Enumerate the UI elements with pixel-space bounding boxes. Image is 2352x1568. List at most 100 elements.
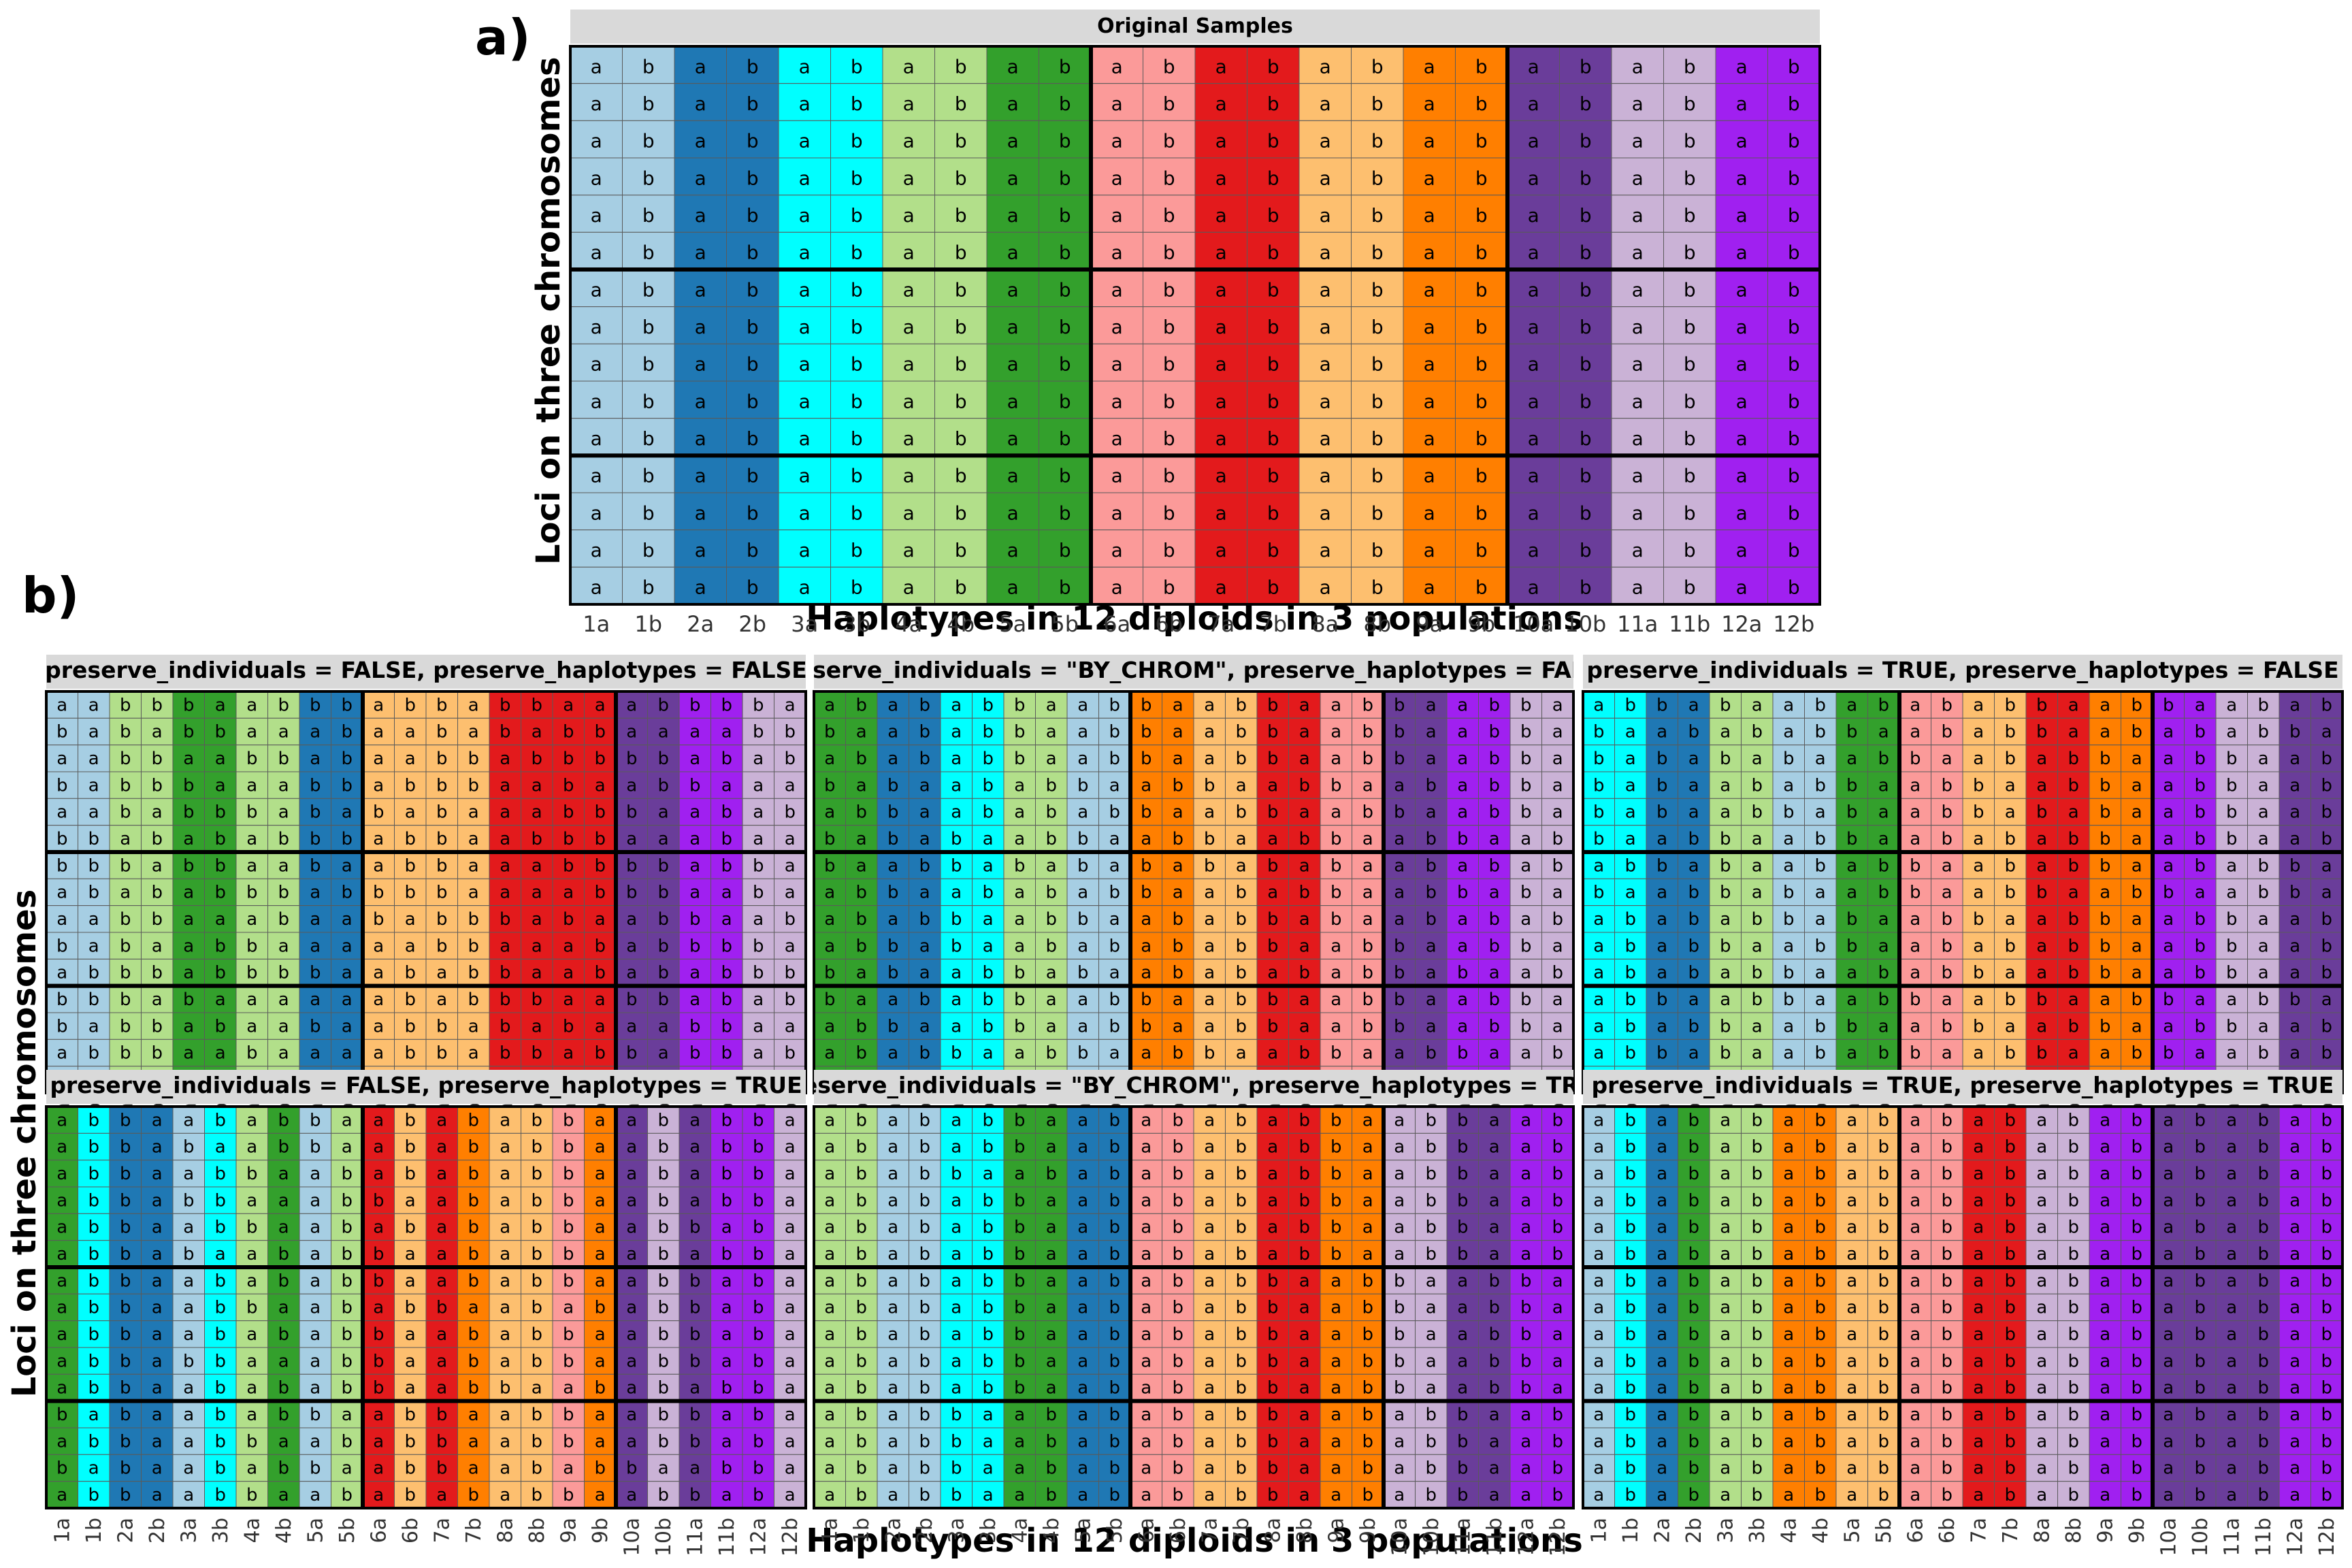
cell-allele-label: b — [1362, 1351, 1373, 1371]
cell-allele-label: a — [1520, 963, 1531, 983]
cell-allele-label: b — [657, 1298, 669, 1318]
cell-allele-label: a — [1077, 1110, 1088, 1130]
cell-allele-label: b — [2257, 1298, 2269, 1318]
x-tick-label: 8b — [525, 1518, 549, 1544]
cell-allele-label: a — [1299, 1458, 1310, 1479]
cell-allele-label: b — [468, 1110, 479, 1130]
cell-allele-label: b — [563, 1218, 574, 1238]
cell-allele-label: a — [373, 1218, 384, 1238]
cell-allele-label: a — [1424, 204, 1435, 227]
cell-allele-label: b — [246, 1431, 258, 1452]
cell-allele-label: b — [1362, 1405, 1373, 1425]
cell-allele-label: a — [1204, 963, 1215, 983]
cell-allele-label: b — [1045, 1164, 1057, 1184]
x-tick-label: 3a — [791, 611, 818, 637]
heatmap-cell — [1143, 83, 1196, 121]
cell-allele-label: b — [1014, 1190, 1026, 1211]
cell-allele-label: b — [1520, 775, 1532, 796]
cell-allele-label: a — [1299, 909, 1310, 930]
cell-allele-label: a — [1111, 427, 1123, 450]
cell-allele-label: a — [824, 1137, 835, 1158]
cell-allele-label: b — [1788, 204, 1800, 227]
heatmap-cell — [622, 306, 675, 344]
cell-allele-label: b — [278, 883, 289, 903]
heatmap-cell — [1298, 231, 1352, 270]
cell-allele-label: b — [1488, 722, 1500, 742]
heatmap-cell — [986, 120, 1039, 159]
cell-allele-label: a — [1046, 1378, 1057, 1399]
cell-allele-label: b — [1941, 1164, 1953, 1184]
cell-allele-label: b — [531, 1244, 542, 1264]
cell-allele-label: a — [405, 749, 416, 769]
cell-allele-label: a — [1215, 130, 1227, 152]
cell-allele-label: a — [1910, 963, 1921, 983]
cell-allele-label: b — [982, 990, 994, 1010]
cell-allele-label: b — [657, 1405, 669, 1425]
cell-allele-label: a — [689, 990, 700, 1010]
cell-allele-label: b — [1814, 1190, 1826, 1211]
cell-allele-label: b — [1475, 242, 1488, 264]
cell-allele-label: a — [278, 722, 289, 742]
heatmap-cell — [1298, 269, 1352, 308]
heatmap-cell — [1715, 157, 1768, 196]
cell-allele-label: b — [214, 1218, 226, 1238]
cell-allele-label: b — [851, 465, 863, 487]
cell-allele-label: a — [887, 1110, 898, 1130]
heatmap-cell — [674, 83, 727, 121]
cell-allele-label: a — [2005, 775, 2016, 796]
cell-allele-label: a — [983, 855, 994, 876]
cell-allele-label: b — [531, 1298, 542, 1318]
cell-allele-label: a — [1632, 278, 1644, 301]
cell-allele-label: b — [183, 722, 195, 742]
cell-allele-label: b — [2004, 1271, 2016, 1291]
cell-allele-label: b — [151, 963, 163, 983]
cell-allele-label: a — [1457, 1351, 1468, 1371]
cell-allele-label: b — [851, 502, 863, 524]
heatmap-cell — [1715, 120, 1768, 159]
cell-allele-label: b — [657, 695, 669, 715]
heatmap-cell — [1403, 195, 1456, 233]
cell-allele-label: a — [373, 1164, 384, 1184]
cell-allele-label: b — [246, 1218, 258, 1238]
cell-allele-label: a — [532, 802, 542, 823]
cell-allele-label: b — [2194, 1244, 2206, 1264]
cell-allele-label: a — [1173, 722, 1183, 742]
cell-allele-label: b — [1624, 1164, 1636, 1184]
cell-allele-label: a — [563, 990, 574, 1010]
heatmap-cell — [1298, 157, 1352, 196]
cell-allele-label: b — [721, 963, 732, 983]
cell-allele-label: b — [563, 1016, 574, 1036]
x-tick-label: 12b — [779, 1518, 802, 1556]
cell-allele-label: b — [1457, 1164, 1469, 1184]
cell-allele-label: b — [2004, 1244, 2016, 1264]
cell-allele-label: a — [2226, 1324, 2237, 1345]
cell-allele-label: b — [721, 749, 732, 769]
cell-allele-label: b — [2100, 829, 2111, 849]
cell-allele-label: b — [1814, 775, 1826, 796]
cell-allele-label: b — [1973, 1016, 1984, 1036]
x-tick-label: 7b — [462, 1518, 486, 1544]
heatmap-cell — [726, 195, 779, 233]
cell-allele-label: a — [342, 1405, 353, 1425]
cell-allele-label: b — [468, 936, 479, 956]
heatmap-cell — [1663, 157, 1716, 196]
cell-allele-label: a — [626, 775, 637, 796]
cell-allele-label: a — [532, 909, 542, 930]
cell-allele-label: b — [120, 722, 131, 742]
cell-allele-label: a — [2036, 909, 2047, 930]
cell-allele-label: a — [373, 722, 384, 742]
cell-allele-label: a — [532, 722, 542, 742]
cell-allele-label: b — [1163, 167, 1175, 189]
cell-allele-label: b — [1235, 1190, 1247, 1211]
cell-allele-label: b — [594, 802, 606, 823]
cell-allele-label: b — [120, 1016, 131, 1036]
cell-allele-label: b — [1267, 353, 1279, 376]
cell-allele-label: b — [120, 1485, 131, 1505]
cell-allele-label: b — [531, 1351, 542, 1371]
cell-allele-label: a — [1688, 802, 1699, 823]
cell-allele-label: b — [2068, 1298, 2079, 1318]
cell-allele-label: a — [373, 990, 384, 1010]
cell-allele-label: a — [2289, 1244, 2300, 1264]
cell-allele-label: a — [278, 1190, 289, 1211]
x-tick-label: 8b — [1293, 1518, 1317, 1544]
